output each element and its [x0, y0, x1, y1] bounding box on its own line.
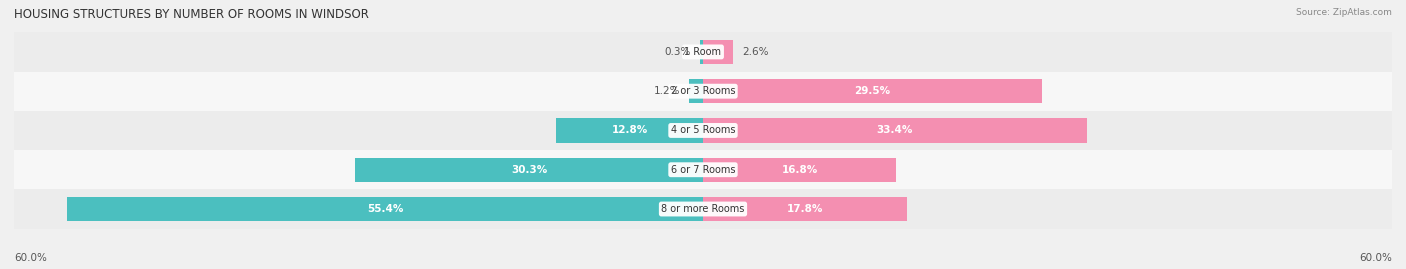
Text: 2 or 3 Rooms: 2 or 3 Rooms: [671, 86, 735, 96]
Text: 30.3%: 30.3%: [510, 165, 547, 175]
Text: 29.5%: 29.5%: [855, 86, 890, 96]
Text: 2.6%: 2.6%: [742, 47, 769, 57]
Text: 17.8%: 17.8%: [787, 204, 824, 214]
Bar: [703, 79, 1042, 103]
Text: 55.4%: 55.4%: [367, 204, 404, 214]
Bar: [703, 197, 907, 221]
Bar: [356, 158, 703, 182]
Bar: [14, 150, 1392, 189]
Bar: [703, 40, 733, 64]
Text: 33.4%: 33.4%: [876, 125, 912, 136]
Bar: [703, 118, 1087, 143]
Text: 1 Room: 1 Room: [685, 47, 721, 57]
Text: 60.0%: 60.0%: [1360, 253, 1392, 263]
Bar: [703, 158, 896, 182]
Bar: [14, 72, 1392, 111]
Bar: [689, 79, 703, 103]
Text: 60.0%: 60.0%: [14, 253, 46, 263]
Text: 12.8%: 12.8%: [612, 125, 648, 136]
Text: 8 or more Rooms: 8 or more Rooms: [661, 204, 745, 214]
Text: HOUSING STRUCTURES BY NUMBER OF ROOMS IN WINDSOR: HOUSING STRUCTURES BY NUMBER OF ROOMS IN…: [14, 8, 368, 21]
Bar: [67, 197, 703, 221]
Text: 16.8%: 16.8%: [782, 165, 817, 175]
Text: Source: ZipAtlas.com: Source: ZipAtlas.com: [1296, 8, 1392, 17]
Bar: [14, 111, 1392, 150]
Bar: [14, 189, 1392, 229]
Bar: [700, 40, 703, 64]
Text: 6 or 7 Rooms: 6 or 7 Rooms: [671, 165, 735, 175]
Bar: [555, 118, 703, 143]
Text: 0.3%: 0.3%: [664, 47, 690, 57]
Bar: [14, 32, 1392, 72]
Text: 4 or 5 Rooms: 4 or 5 Rooms: [671, 125, 735, 136]
Text: 1.2%: 1.2%: [654, 86, 681, 96]
